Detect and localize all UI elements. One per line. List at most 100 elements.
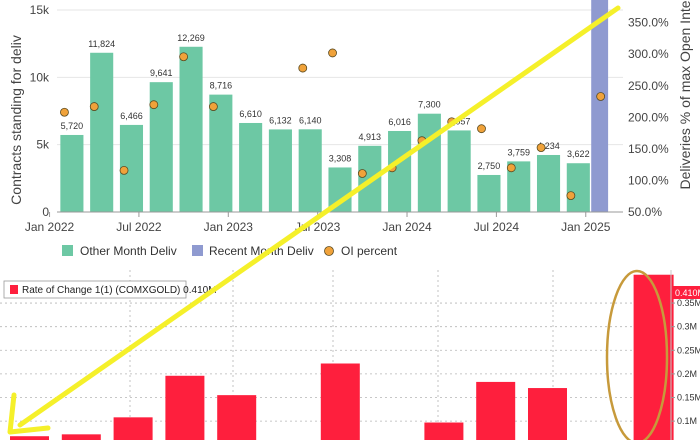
oi-percent-point <box>60 107 69 117</box>
other-month-bar <box>447 130 471 212</box>
rate-of-change-bar <box>217 395 257 440</box>
rate-of-change-bar <box>320 363 360 440</box>
legend-label-roc: Rate of Change 1(1) (COMXGOLD) 0.410M <box>22 285 217 296</box>
rate-of-change-bar <box>476 381 516 440</box>
last-value-label: 0.410M <box>675 288 700 298</box>
panel-separator <box>0 262 700 270</box>
y-tick-label: 10k <box>30 70 50 84</box>
y-tick-label: 0 <box>42 205 49 219</box>
y2-tick-label: 200.0% <box>628 110 669 124</box>
oi-percent-point <box>149 100 159 110</box>
other-month-bar <box>536 154 561 212</box>
oi-percent-point <box>179 52 189 62</box>
x-tick-label: Jan 2025 <box>561 220 611 234</box>
rate-of-change-bar <box>61 434 101 440</box>
y2-axis-title: Deliveries % of max Open Inte <box>677 0 693 189</box>
deliveries-bars <box>60 0 609 212</box>
deliveries-legend: Other Month Deliv Recent Month Deliv OI … <box>62 244 398 258</box>
other-month-bar <box>328 167 352 212</box>
oi-percent-point <box>119 165 129 175</box>
bar-value-label: 4,913 <box>359 132 382 142</box>
other-month-bar <box>239 122 263 212</box>
legend-label-oi: OI percent <box>341 244 398 258</box>
rate-of-change-bar <box>165 375 205 440</box>
other-month-bar <box>477 174 501 212</box>
y2-tick-label: 250.0% <box>628 79 669 93</box>
x-tick-label: Jan 2024 <box>382 220 432 234</box>
bar-value-label: 12,269 <box>177 33 205 43</box>
rate-of-change-legend: Rate of Change 1(1) (COMXGOLD) 0.410M <box>3 280 217 299</box>
legend-label-recent: Recent Month Deliv <box>209 244 314 258</box>
oi-percent-point <box>328 48 337 58</box>
y-axis-title: Contracts standing for deliv <box>8 35 24 205</box>
legend-swatch-other <box>62 245 73 256</box>
rate-of-change-bar <box>113 417 153 440</box>
legend-swatch-roc <box>10 285 18 294</box>
bottom-y-ticks: 0.1M 0.15M 0.2M 0.25M 0.3M 0.35M <box>671 298 700 426</box>
x-tick-label: Jul 2023 <box>295 220 341 234</box>
other-month-bar <box>268 129 292 212</box>
oi-percent-point <box>566 191 576 200</box>
bar-value-label: 9,641 <box>150 68 173 78</box>
other-month-bar <box>179 46 203 212</box>
legend-swatch-oi <box>324 246 334 256</box>
rate-of-change-bar <box>424 422 464 440</box>
y2-tick-label: 100.0% <box>628 173 669 187</box>
rate-of-change-bar <box>528 388 567 440</box>
recent-month-bar <box>591 0 609 212</box>
oi-percent-point <box>506 163 516 173</box>
oi-percent-point <box>357 169 367 178</box>
bar-value-label: 2,750 <box>478 161 501 171</box>
legend-swatch-recent <box>192 245 203 256</box>
x-tick-label: Jan 2023 <box>204 220 254 234</box>
x-tick-label: Jul 2022 <box>116 220 162 234</box>
deliveries-chart: 0 5k 10k 15k 50.0% 100.0% 150.0% 200.0% 250.0% 30… <box>8 0 693 258</box>
bar-value-label: 3,622 <box>567 149 590 159</box>
bar-value-label: 6,016 <box>388 117 411 127</box>
bottom-y-tick-label: 0.35M <box>677 298 700 308</box>
rate-of-change-bars <box>10 274 674 440</box>
rate-of-change-bar <box>633 274 674 440</box>
rate-of-change-chart: 0.1M 0.15M 0.2M 0.25M 0.3M 0.35M Rate of Chan… <box>0 270 700 440</box>
bottom-y-tick-label: 0.25M <box>677 345 700 355</box>
last-value-badge <box>673 286 700 299</box>
bar-value-label: 3,308 <box>329 153 352 163</box>
other-month-bar <box>209 94 233 212</box>
oi-percent-point <box>447 117 457 127</box>
oi-percent-point <box>298 63 308 73</box>
y2-tick-label: 350.0% <box>628 16 669 30</box>
other-month-bar <box>90 52 114 212</box>
bottom-y-tick-label: 0.15M <box>677 393 700 403</box>
x-tick-label: Jul 2024 <box>474 220 520 234</box>
other-month-bar <box>417 113 441 212</box>
bottom-y-tick-label: 0.3M <box>677 322 697 332</box>
rate-of-change-bar <box>10 436 49 440</box>
bar-value-label: 6,132 <box>269 115 292 125</box>
other-month-bar <box>566 163 590 212</box>
y2-tick-label: 50.0% <box>628 205 662 219</box>
oi-percent-point <box>417 136 427 146</box>
bar-value-label: 3,759 <box>507 147 530 157</box>
bottom-y-tick-label: 0.2M <box>677 369 697 379</box>
bar-value-label: 6,140 <box>299 115 322 125</box>
y-tick-label: 5k <box>36 138 50 152</box>
oi-percent-point <box>208 102 218 111</box>
bar-value-label: 11,824 <box>88 39 115 49</box>
y2-tick-label: 150.0% <box>628 142 669 156</box>
other-month-bar <box>60 134 84 212</box>
other-month-bar <box>358 145 382 212</box>
oi-percent-point <box>596 92 606 101</box>
bottom-y-tick-label: 0.1M <box>677 416 697 426</box>
bar-value-label: 8,716 <box>210 81 233 91</box>
oi-percent-point <box>89 102 99 111</box>
oi-percent-point <box>477 124 486 134</box>
top-axes: Jan 2022 Jul 2022 Jan 2023 Jul 2023 Jan 2024… <box>25 211 623 234</box>
bar-value-label: 6,610 <box>239 109 262 119</box>
bar-value-label: 7,300 <box>418 100 441 110</box>
y-tick-label: 15k <box>30 3 50 17</box>
bar-value-label: 6,466 <box>120 111 143 121</box>
other-month-bar <box>298 129 322 212</box>
x-tick-label: Jan 2022 <box>25 220 75 234</box>
bar-value-label: 5,720 <box>61 121 84 131</box>
y2-tick-label: 300.0% <box>628 47 669 61</box>
